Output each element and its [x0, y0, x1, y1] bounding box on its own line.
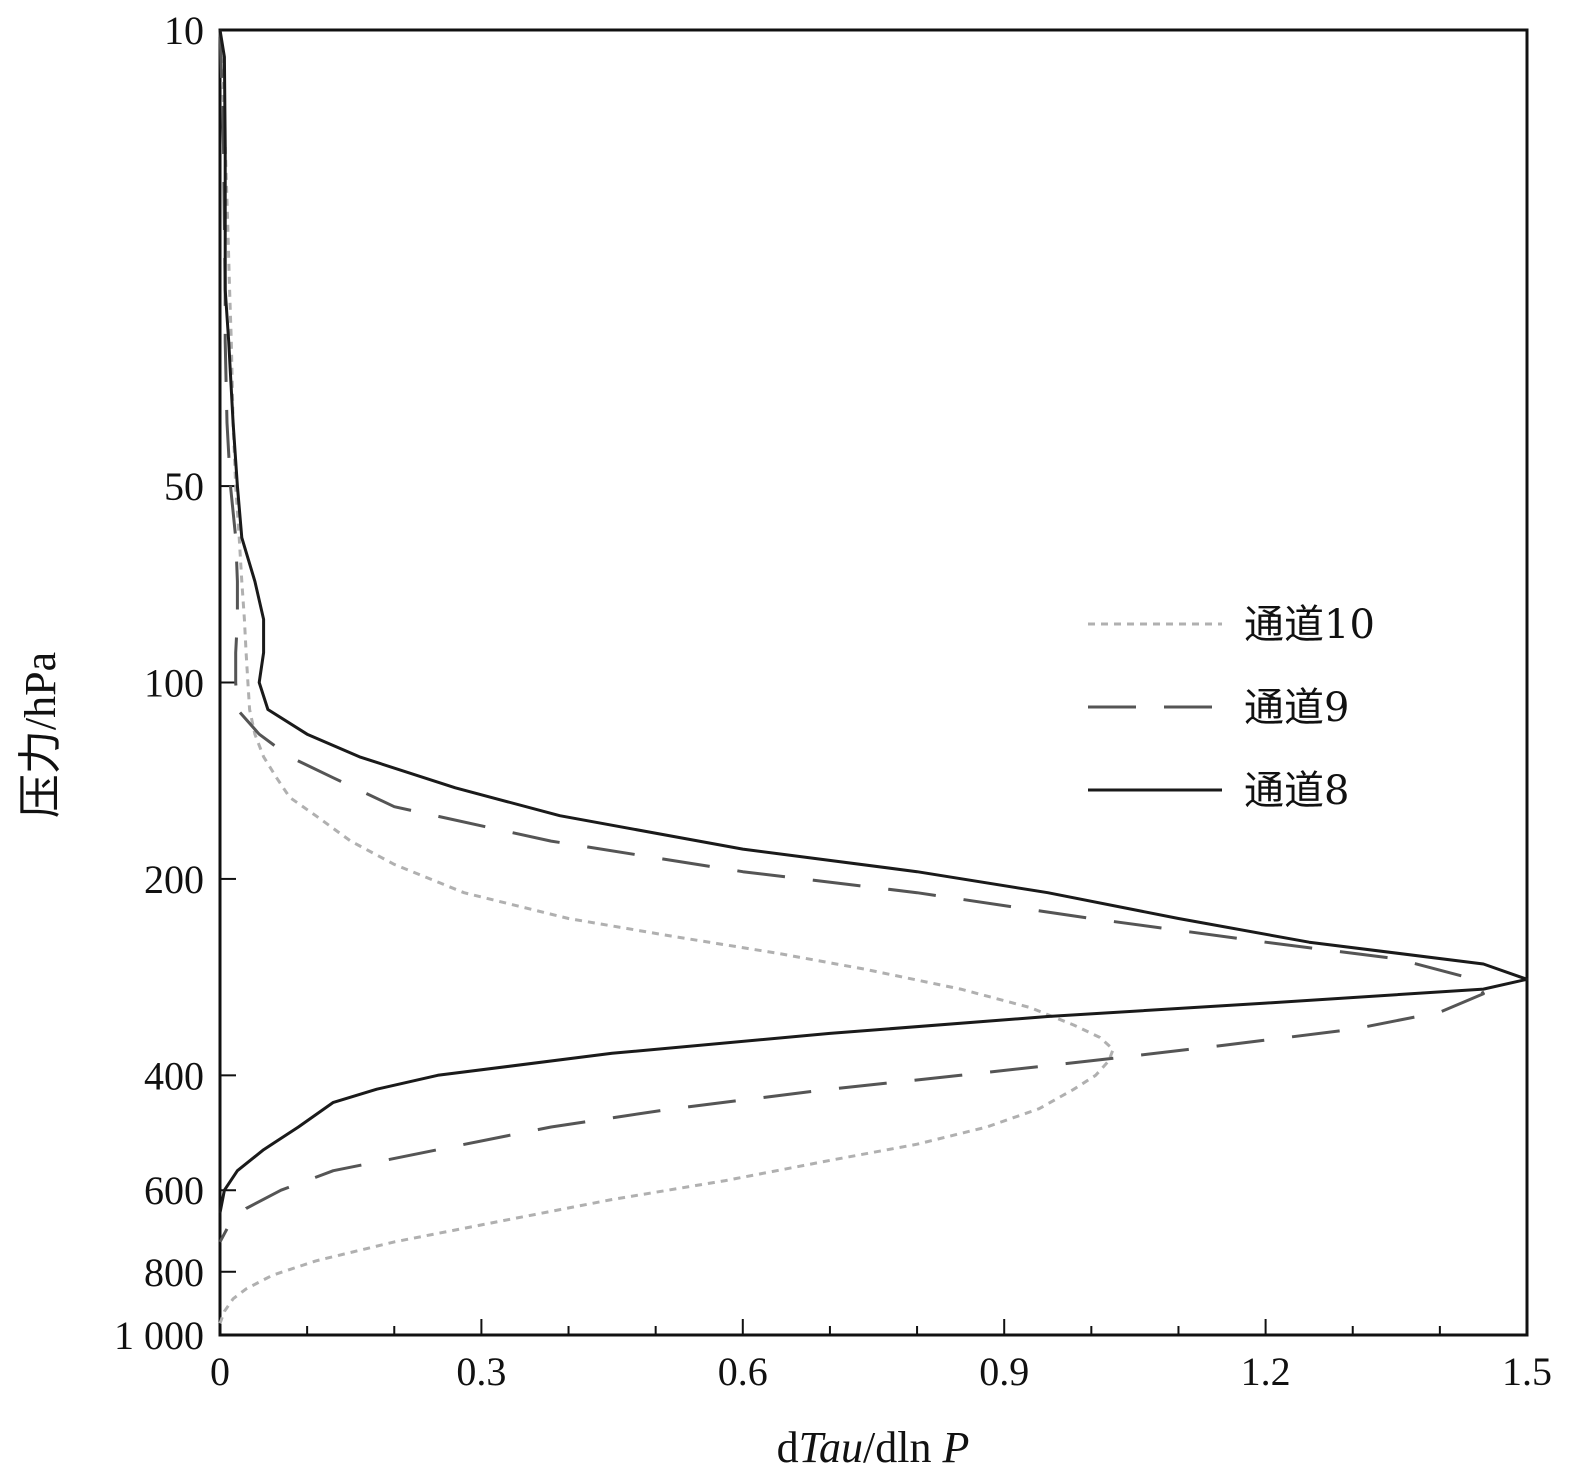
- y-tick-label: 100: [144, 661, 204, 706]
- y-axis-title: 压力/hPa: [16, 652, 65, 818]
- series-line-3: [218, 29, 1529, 1214]
- legend-label: 通道9: [1244, 685, 1349, 731]
- x-tick-label: 0.9: [979, 1349, 1029, 1394]
- x-axis-title: dTau/dln P: [777, 1423, 970, 1472]
- y-tick-label: 600: [144, 1168, 204, 1213]
- x-tick-label: 1.5: [1502, 1349, 1552, 1394]
- x-tick-label: 0.3: [456, 1349, 506, 1394]
- series-line-2: [218, 29, 1485, 1243]
- y-tick-label: 1 000: [114, 1313, 204, 1358]
- plot-frame: [218, 28, 1529, 1337]
- ticks-layer: 0 0.3 0.6 0.9 1.2 1.5 10 50 100 200 400 600 800 1 000: [114, 8, 1552, 1394]
- x-tick-label: 1.2: [1241, 1349, 1291, 1394]
- legend: 通道10 通道9 通道8: [1088, 602, 1375, 814]
- y-tick-label: 50: [164, 464, 204, 509]
- series-layer: [218, 29, 1529, 1324]
- x-tick-label: 0.6: [718, 1349, 768, 1394]
- y-tick-label: 400: [144, 1053, 204, 1098]
- legend-label: 通道10: [1244, 602, 1375, 648]
- x-tick-label: 0: [210, 1349, 230, 1394]
- series-line-1: [218, 29, 1115, 1324]
- y-tick-label: 10: [164, 8, 204, 53]
- legend-label: 通道8: [1244, 768, 1349, 814]
- y-tick-label: 800: [144, 1250, 204, 1295]
- y-tick-label: 200: [144, 857, 204, 902]
